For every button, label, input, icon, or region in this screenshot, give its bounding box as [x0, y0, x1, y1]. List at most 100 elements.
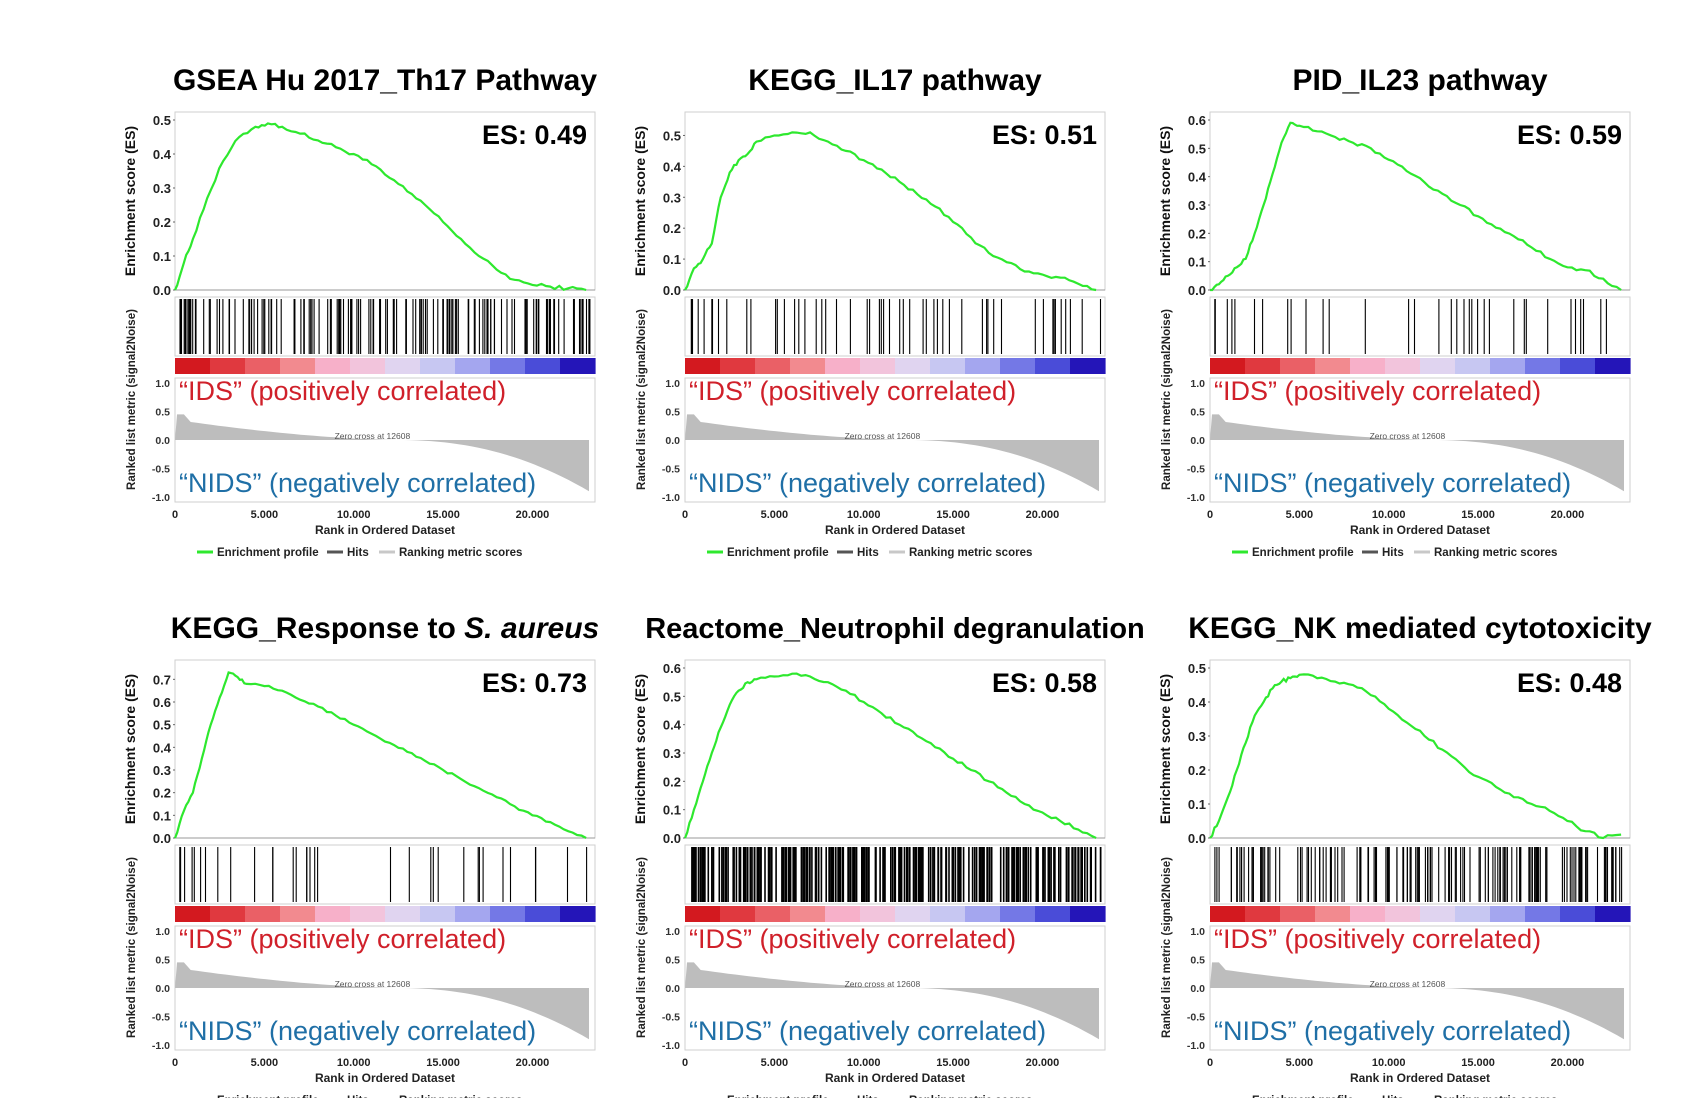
es-y-tick-label: 0.1	[153, 808, 171, 823]
legend-profile-label: Enrichment profile	[727, 1095, 829, 1098]
rank-color-segment	[1035, 906, 1071, 922]
es-value-label: ES: 0.49	[482, 120, 587, 150]
rank-y-axis-label: Ranked list metric (signal2Noise)	[126, 857, 138, 1038]
es-y-tick-label: 0.1	[1188, 797, 1206, 812]
rank-color-segment	[1455, 358, 1491, 374]
rank-color-segment	[1350, 906, 1386, 922]
hits-frame	[174, 844, 596, 905]
zero-cross-label: Zero cross at 12608	[335, 979, 411, 989]
es-plot-frame	[1209, 659, 1631, 839]
rank-y-tick-label: 1.0	[155, 926, 170, 938]
x-axis-label: Rank in Ordered Dataset	[315, 523, 455, 537]
rank-color-segment	[825, 906, 861, 922]
rank-color-segment	[685, 906, 721, 922]
rank-y-axis-label: Ranked list metric (signal2Noise)	[1161, 309, 1173, 490]
es-y-tick-label: 0.5	[153, 113, 171, 128]
negative-correlation-label: “NIDS” (negatively correlated)	[689, 1016, 1046, 1046]
es-y-tick-label: 0.4	[663, 159, 682, 174]
rank-color-segment	[490, 906, 526, 922]
es-y-tick-label: 0.2	[663, 774, 681, 789]
legend-hits-label: Hits	[347, 1095, 369, 1098]
rank-color-segment	[1350, 358, 1386, 374]
hits-group	[1214, 847, 1623, 902]
es-y-tick-label: 0.5	[663, 128, 681, 143]
rank-color-segment	[420, 906, 456, 922]
legend-hits-label: Hits	[1382, 547, 1404, 559]
rank-color-segment	[1420, 906, 1456, 922]
positive-correlation-label: “IDS” (positively correlated)	[689, 924, 1016, 954]
rank-color-segment	[790, 358, 826, 374]
es-y-tick-label: 0.3	[663, 746, 681, 761]
legend-profile-label: Enrichment profile	[1252, 547, 1354, 559]
rank-color-segment	[720, 906, 756, 922]
es-y-tick-label: 0.0	[153, 831, 171, 846]
rank-color-segment	[1490, 906, 1526, 922]
rank-color-segment	[685, 358, 721, 374]
es-y-tick-label: 0.5	[663, 689, 681, 704]
chart-title: KEGG_IL17 pathway	[748, 64, 1042, 97]
x-tick-label: 15.000	[426, 1057, 460, 1069]
rank-color-segment	[930, 906, 966, 922]
rank-color-segment	[385, 358, 421, 374]
rank-color-segment	[350, 358, 386, 374]
rank-color-segment	[175, 358, 211, 374]
x-tick-label: 20.000	[1551, 509, 1585, 521]
ranking-metric-area	[1210, 414, 1624, 492]
chart-title: Reactome_Neutrophil degranulation	[645, 613, 1145, 645]
es-y-tick-label: 0.0	[663, 283, 681, 298]
es-y-tick-label: 0.4	[663, 718, 682, 733]
es-y-tick-label: 0.2	[1188, 763, 1206, 778]
rank-color-segment	[245, 906, 281, 922]
x-tick-label: 10.000	[847, 509, 881, 521]
rank-color-segment	[525, 358, 561, 374]
legend-profile-label: Enrichment profile	[217, 1095, 319, 1098]
rank-y-tick-label: -0.5	[1187, 464, 1205, 476]
hits-frame	[684, 296, 1106, 357]
rank-color-segment	[1315, 358, 1351, 374]
enrichment-profile-line	[174, 122, 587, 292]
rank-y-tick-label: -1.0	[1187, 1040, 1205, 1052]
x-tick-label: 15.000	[1461, 509, 1495, 521]
rank-y-axis-label: Ranked list metric (signal2Noise)	[636, 857, 648, 1038]
rank-color-segment	[1000, 906, 1036, 922]
x-tick-label: 0	[1207, 1057, 1213, 1069]
es-y-tick-label: 0.1	[153, 249, 171, 264]
rank-y-tick-label: 1.0	[155, 378, 170, 390]
rank-color-segment	[210, 358, 246, 374]
es-y-tick-label: 0.4	[1188, 695, 1207, 710]
x-axis-label: Rank in Ordered Dataset	[825, 523, 965, 537]
es-y-tick-label: 0.6	[1188, 113, 1206, 128]
zero-cross-label: Zero cross at 12608	[1370, 431, 1446, 441]
rank-y-tick-label: 0.5	[155, 407, 170, 419]
es-y-tick-label: 0.6	[663, 661, 681, 676]
chart-panel-3: PID_IL23 pathway 0.0 0.1 0.2 0.3 0.4 0.5 0.6 Enr…	[1157, 64, 1631, 559]
rank-y-tick-label: 0.0	[665, 983, 680, 995]
positive-correlation-label: “IDS” (positively correlated)	[179, 376, 506, 406]
es-y-tick-label: 0.0	[663, 831, 681, 846]
x-axis-label: Rank in Ordered Dataset	[1350, 523, 1490, 537]
rank-color-segment	[1210, 358, 1246, 374]
positive-correlation-label: “IDS” (positively correlated)	[1214, 376, 1541, 406]
es-y-tick-label: 0.3	[1188, 198, 1206, 213]
x-axis-label: Rank in Ordered Dataset	[315, 1071, 455, 1085]
es-y-axis-label: Enrichment score (ES)	[632, 126, 648, 276]
rank-color-segment	[490, 358, 526, 374]
negative-correlation-label: “NIDS” (negatively correlated)	[179, 468, 536, 498]
x-tick-label: 0	[172, 1057, 178, 1069]
rank-color-segment	[1595, 358, 1631, 374]
rank-y-tick-label: -0.5	[152, 1012, 170, 1024]
rank-color-segment	[1245, 358, 1281, 374]
hits-group	[690, 299, 1102, 354]
rank-color-segment	[560, 906, 596, 922]
x-tick-label: 10.000	[1372, 1057, 1406, 1069]
es-y-axis-label: Enrichment score (ES)	[1157, 674, 1173, 824]
rank-color-segment	[965, 906, 1001, 922]
rank-y-tick-label: 0.0	[1190, 435, 1205, 447]
legend-metric-label: Ranking metric scores	[909, 1095, 1032, 1098]
rank-color-segment	[210, 906, 246, 922]
es-y-tick-label: 0.5	[153, 718, 171, 733]
legend-metric-label: Ranking metric scores	[1434, 547, 1557, 559]
rank-y-tick-label: 0.0	[665, 435, 680, 447]
rank-color-segment	[790, 906, 826, 922]
es-y-tick-label: 0.1	[663, 252, 681, 267]
